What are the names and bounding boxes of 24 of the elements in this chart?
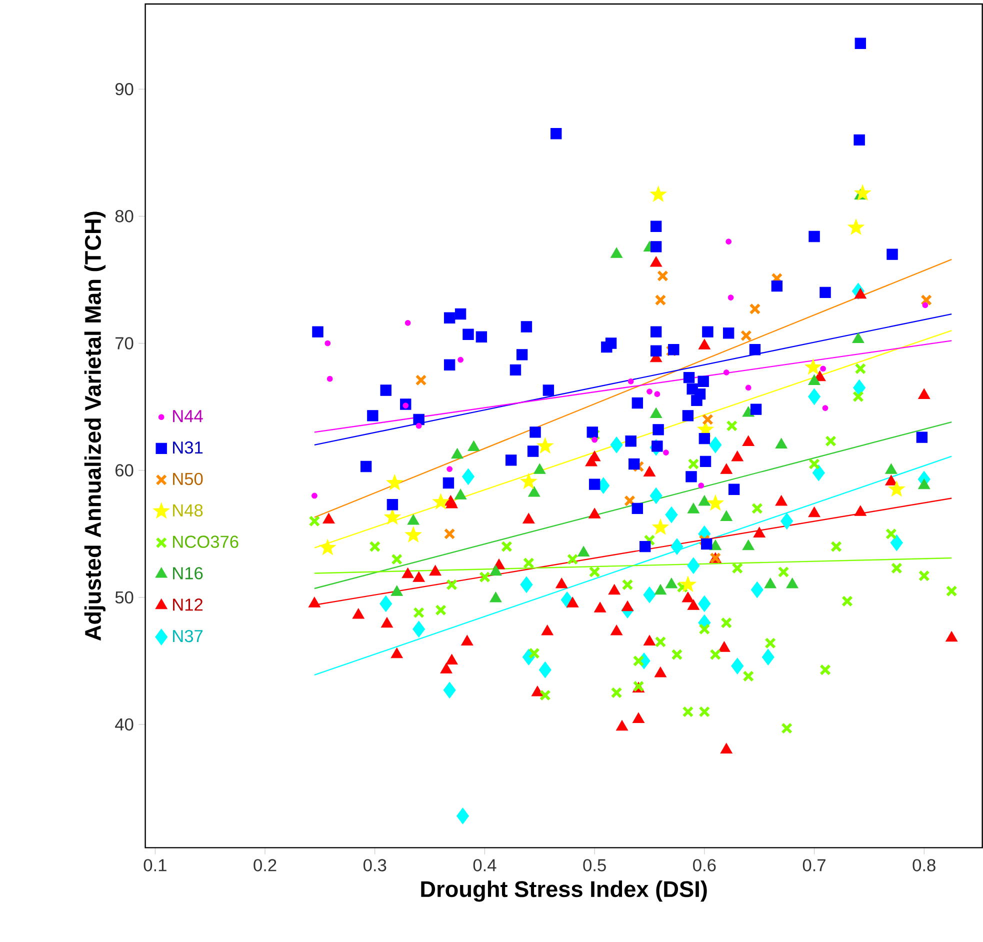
- x-tick-label: 0.4: [473, 858, 496, 872]
- y-tick-label: 60: [116, 464, 134, 476]
- x-tick-label: 0.5: [583, 858, 606, 872]
- legend-label: N37: [173, 630, 203, 642]
- x-tick-label: 0.7: [802, 858, 826, 872]
- y-axis-title: Adjusted Annualized Varietal Man (TCH): [84, 212, 106, 640]
- legend-label: N48: [173, 504, 203, 516]
- legend-label: N50: [173, 472, 203, 485]
- legend-label: N12: [173, 598, 203, 610]
- x-tick-label: 0.6: [693, 858, 716, 872]
- legend-label: NCO376: [173, 535, 238, 548]
- legend-label: N16: [173, 566, 203, 580]
- x-tick-label: 0.2: [254, 858, 276, 872]
- y-tick-label: 70: [116, 336, 134, 350]
- y-tick-label: 40: [115, 718, 134, 730]
- legend-label: N44: [173, 410, 203, 422]
- x-tick-label: 0.1: [144, 858, 166, 872]
- y-tick-label: 80: [115, 210, 134, 222]
- y-tick-label: 90: [115, 82, 134, 96]
- x-tick-label: 0.8: [912, 858, 936, 872]
- x-axis-title: Drought Stress Index (DSI): [421, 880, 707, 902]
- x-tick-label: 0.3: [364, 858, 386, 872]
- y-tick-label: 50: [115, 591, 134, 604]
- legend-label: N31: [173, 441, 203, 454]
